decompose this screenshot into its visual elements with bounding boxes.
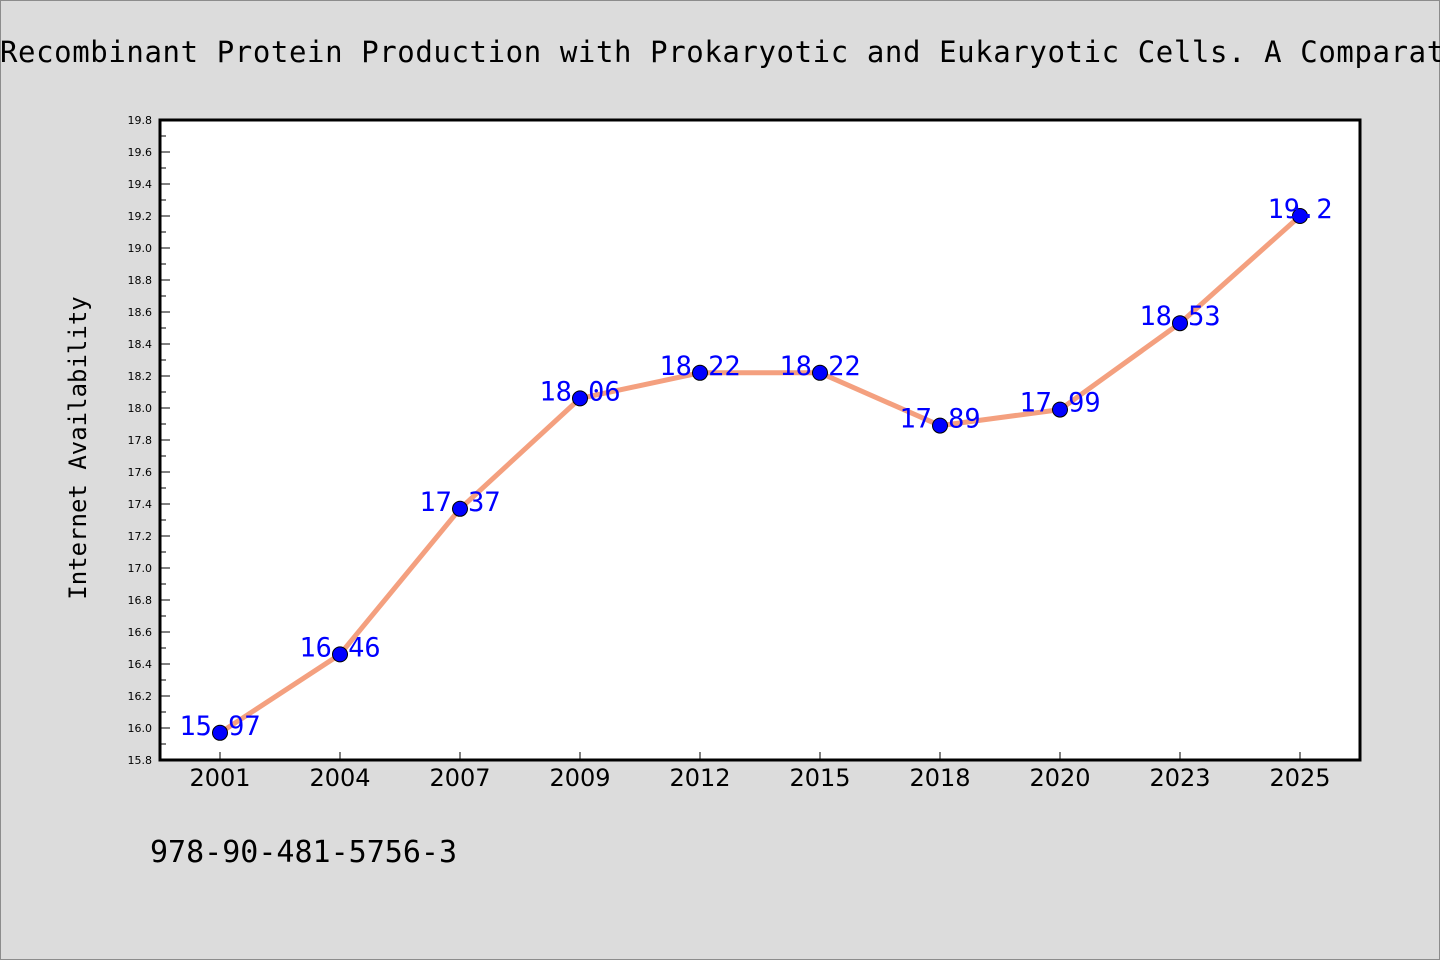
y-tick-label: 17.6 [128,466,153,479]
x-tick-label: 2004 [309,764,370,792]
data-label: 17.89 [899,404,980,435]
data-point [572,390,588,407]
data-label: 16.46 [299,632,380,663]
y-tick-label: 18.6 [128,306,153,319]
y-tick-label: 18.0 [128,402,153,415]
data-label: 17.37 [419,487,500,518]
y-tick-label: 17.4 [128,498,153,511]
plot-area [158,118,1362,762]
y-axis: 15.8 16.0 16.2 16.4 16.6 16.8 17.0 17.2 17.4 17.6… [128,114,170,767]
data-point [1292,208,1308,224]
y-tick-label: 16.6 [128,626,153,639]
y-tick-label: 16.4 [128,658,153,671]
y-tick-label: 16.2 [128,690,153,703]
x-tick-label: 2009 [549,764,610,792]
x-tick-label: 2001 [189,764,250,792]
data-point [1052,401,1068,418]
x-tick-label: 2015 [789,764,850,792]
chart-title: Recombinant Protein Production with Prok… [0,35,1440,69]
y-tick-label: 17.2 [128,530,153,543]
data-point [332,646,348,663]
series-line [217,213,1303,736]
isbn-text: 978-90-481-5756-3 [150,835,458,870]
x-tick-label: 2018 [909,764,970,792]
y-tick-label: 19.8 [128,114,153,127]
y-tick-label: 17.0 [128,562,153,575]
data-label: 17.99 [1019,388,1100,419]
series-line-group [217,213,1303,736]
data-point [452,500,468,517]
y-tick-label: 19.6 [128,146,153,159]
data-label: 18.22 [659,351,740,382]
data-label: 18.22 [779,351,860,382]
y-tick-label: 19.0 [128,242,153,255]
x-tick-label: 2025 [1269,764,1330,792]
x-tick-label: 2012 [669,764,730,792]
y-tick-label: 15.8 [128,754,153,767]
data-point [212,724,228,741]
data-point [1172,315,1188,332]
y-tick-label: 18.8 [128,274,153,287]
y-tick-label: 16.0 [128,722,153,735]
data-label: 15.97 [179,711,260,742]
y-tick-label: 18.2 [128,370,153,383]
x-tick-label: 2007 [429,764,490,792]
data-label: 18.06 [539,376,620,407]
y-tick-label: 17.8 [128,434,153,447]
data-label: 19.2 [1267,194,1332,225]
x-axis: 2001 2004 2007 2009 2012 2015 2018 2020 2023 2025 [189,752,1331,792]
y-tick-label: 19.2 [128,210,153,223]
data-points [212,208,1308,741]
y-tick-label: 18.4 [128,338,153,351]
x-tick-label: 2023 [1149,764,1210,792]
data-point [812,364,828,381]
data-labels: 15.97 16.46 17.37 18.06 18.22 18.22 17.89 17.99… [179,194,1332,742]
data-point [692,364,708,381]
y-axis-label: Internet Availability [64,296,92,599]
x-tick-label: 2020 [1029,764,1090,792]
data-point [932,417,948,434]
y-tick-label: 19.4 [128,178,153,191]
data-label: 18.53 [1139,301,1220,332]
y-tick-label: 16.8 [128,594,153,607]
